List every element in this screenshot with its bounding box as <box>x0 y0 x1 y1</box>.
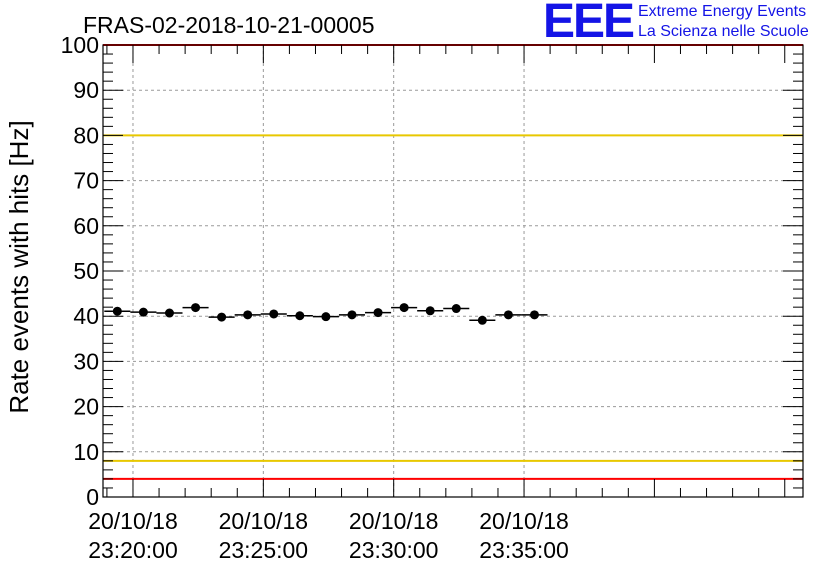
y-axis-label: Rate events with hits [Hz] <box>4 120 34 413</box>
eee-logo: EEE Extreme Energy Events La Scienza nel… <box>543 0 833 48</box>
x-tick-label-time: 23:30:00 <box>349 537 439 563</box>
x-tick-label-date: 20/10/18 <box>219 508 309 534</box>
data-point <box>347 310 357 320</box>
y-tick-label: 0 <box>86 484 99 510</box>
data-point <box>451 304 461 314</box>
data-point <box>399 303 409 313</box>
data-point <box>112 306 122 316</box>
data-point <box>295 311 305 321</box>
x-tick-label-time: 23:35:00 <box>479 537 569 563</box>
data-point <box>373 308 383 318</box>
data-point <box>477 315 487 325</box>
y-tick-label: 30 <box>73 348 99 374</box>
data-point <box>217 312 227 322</box>
data-point <box>529 310 539 320</box>
data-point <box>321 312 331 322</box>
data-point <box>138 307 148 317</box>
y-tick-label: 40 <box>73 303 99 329</box>
x-tick-label-date: 20/10/18 <box>349 508 439 534</box>
x-tick-label-date: 20/10/18 <box>479 508 569 534</box>
data-point <box>269 309 279 319</box>
data-point <box>503 310 513 320</box>
data-point <box>191 303 201 313</box>
y-tick-label: 70 <box>73 168 99 194</box>
y-tick-label: 50 <box>73 258 99 284</box>
eee-logo-letters: EEE <box>543 0 635 48</box>
y-tick-label: 60 <box>73 213 99 239</box>
data-point <box>425 306 435 316</box>
y-tick-label: 80 <box>73 122 99 148</box>
chart-title: FRAS-02-2018-10-21-00005 <box>83 12 375 38</box>
data-point <box>164 308 174 318</box>
x-tick-label-time: 23:25:00 <box>219 537 309 563</box>
x-tick-label-date: 20/10/18 <box>88 508 178 534</box>
y-tick-label: 20 <box>73 394 99 420</box>
logo-line-2: La Scienza nelle Scuole <box>638 23 809 40</box>
y-tick-label: 90 <box>73 77 99 103</box>
data-point <box>243 310 253 320</box>
y-tick-label: 100 <box>61 32 99 58</box>
logo-line-1: Extreme Energy Events <box>638 3 807 20</box>
y-tick-label: 10 <box>73 439 99 465</box>
x-tick-label-time: 23:20:00 <box>88 537 178 563</box>
